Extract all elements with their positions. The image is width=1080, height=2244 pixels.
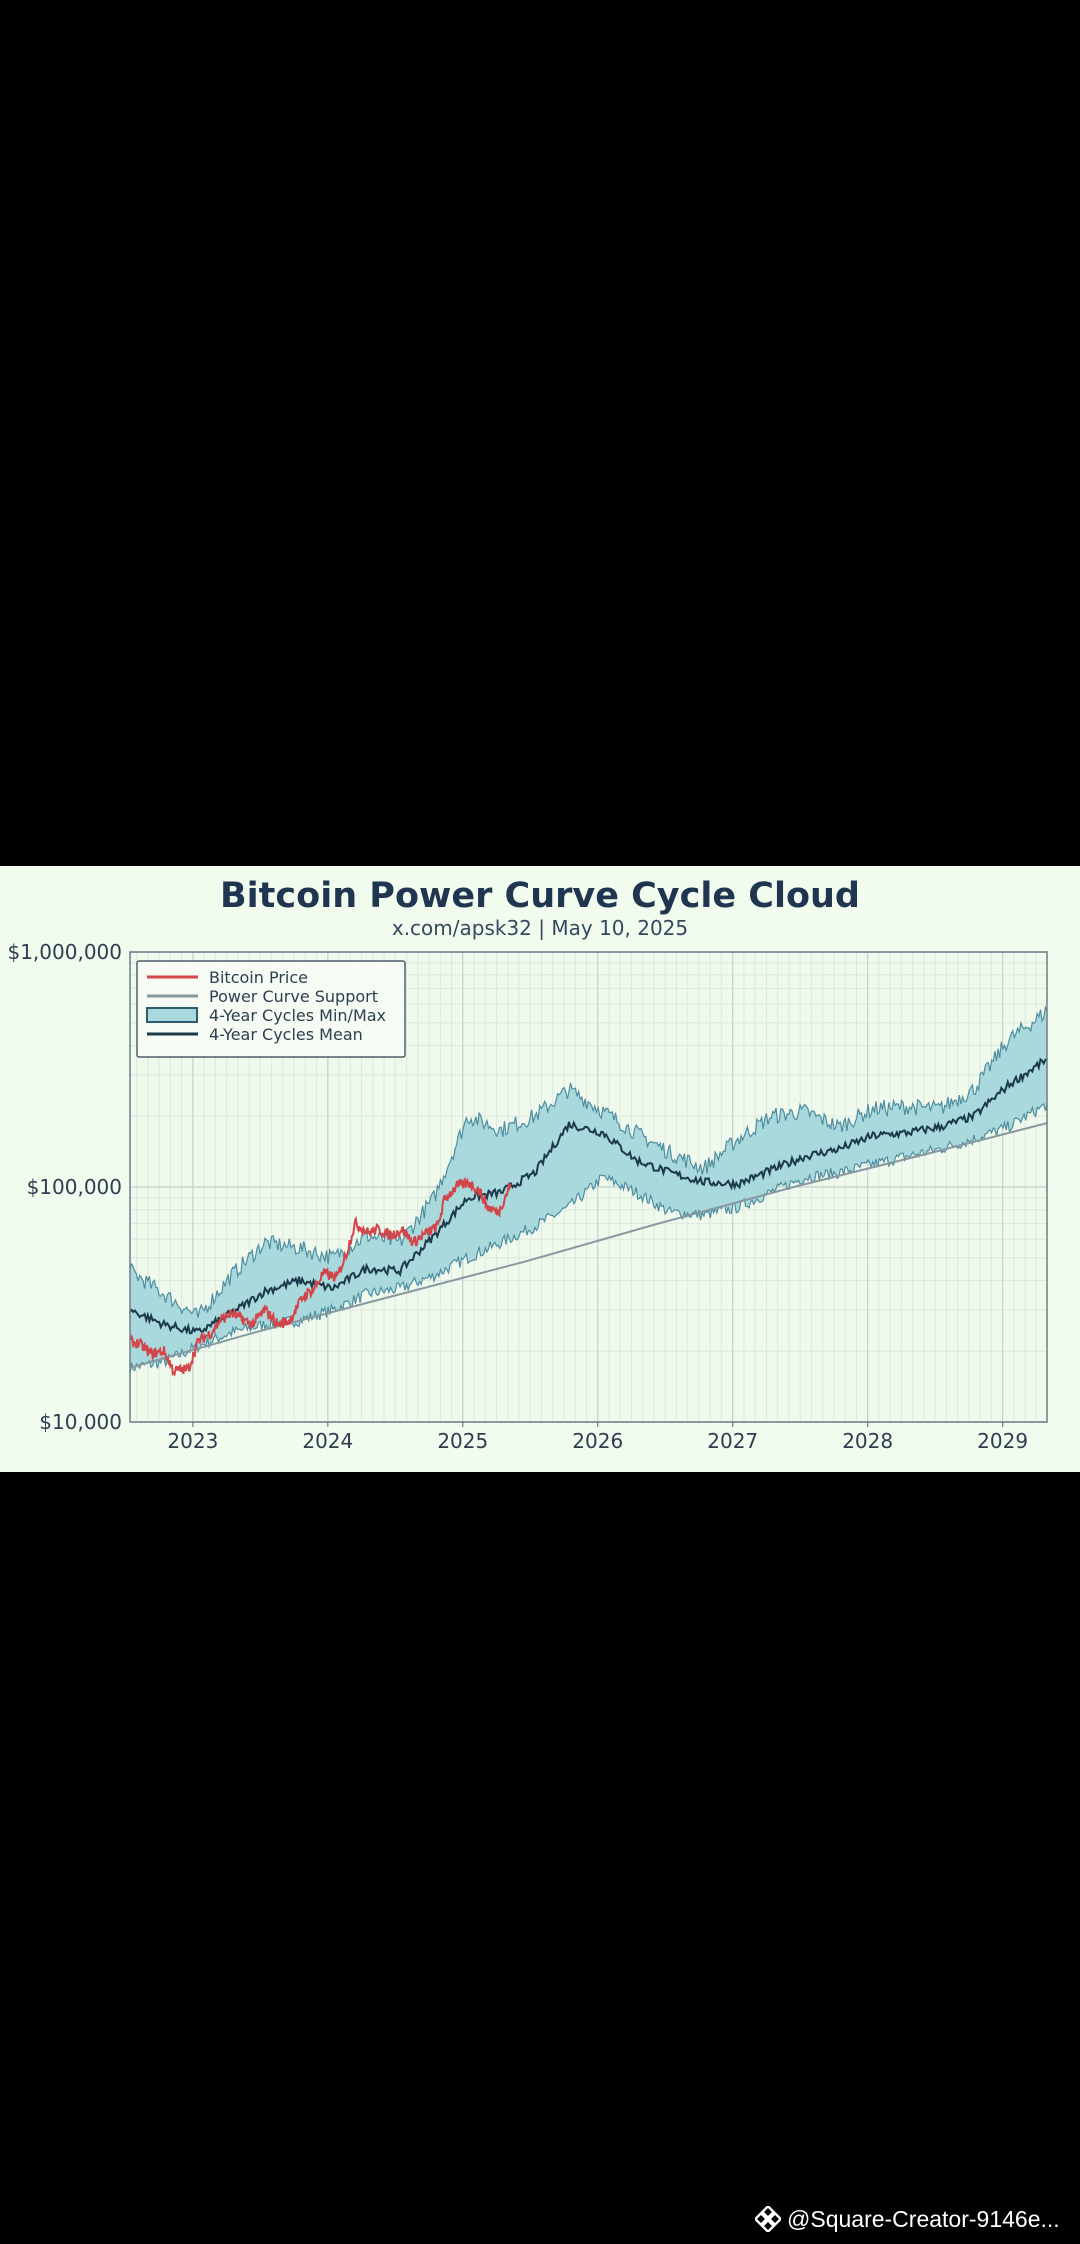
x-tick-label: 2027 [707, 1429, 758, 1453]
cycles-max-line [130, 1005, 1047, 1318]
chart-panel: 2023 2024 2025 2026 2027 2028 2029 $10,000 $100,… [0, 866, 1080, 1472]
plot-frame [129, 951, 1048, 1423]
watermark-text: @Square-Creator-9146e... [787, 2205, 1060, 2232]
legend-label-cycles-mean: 4-Year Cycles Mean [209, 1025, 363, 1044]
axis-ticks: 2023 2024 2025 2026 2027 2028 2029 $10,000 $100,… [7, 940, 1028, 1453]
chart-marks [130, 1005, 1047, 1377]
x-tick-label: 2026 [572, 1429, 623, 1453]
legend-label-bitcoin-price: Bitcoin Price [209, 968, 308, 987]
x-tick-label: 2024 [302, 1429, 353, 1453]
binance-logo-icon [755, 2206, 781, 2232]
legend-label-power-curve-support: Power Curve Support [209, 987, 378, 1006]
cycles-mean-line [130, 1057, 1047, 1335]
legend-label-cycles-min-max: 4-Year Cycles Min/Max [209, 1006, 386, 1025]
chart-subtitle: x.com/apsk32 | May 10, 2025 [391, 916, 689, 940]
x-tick-label: 2025 [437, 1429, 488, 1453]
y-tick-label: $10,000 [39, 1410, 122, 1434]
legend-swatch-cycles-min-max [146, 1007, 198, 1023]
x-tick-label: 2029 [977, 1429, 1028, 1453]
chart-title: Bitcoin Power Curve Cycle Cloud [220, 876, 860, 916]
cycles-min-line [130, 1103, 1047, 1374]
x-tick-label: 2028 [842, 1429, 893, 1453]
chart-svg: 2023 2024 2025 2026 2027 2028 2029 $10,000 $100,… [7, 940, 1048, 1453]
x-tick-label: 2023 [167, 1429, 218, 1453]
bitcoin-price-line [130, 1176, 512, 1377]
power-curve-support-line [130, 1122, 1047, 1369]
watermark: @Square-Creator-9146e... [755, 2202, 1075, 2236]
legend: Bitcoin Price Power Curve Support 4-Year… [136, 960, 406, 1058]
legend-box [136, 960, 406, 1058]
cycles-min-max-band [130, 1007, 1047, 1374]
y-tick-label: $100,000 [27, 1175, 122, 1199]
y-tick-label: $1,000,000 [7, 940, 122, 964]
